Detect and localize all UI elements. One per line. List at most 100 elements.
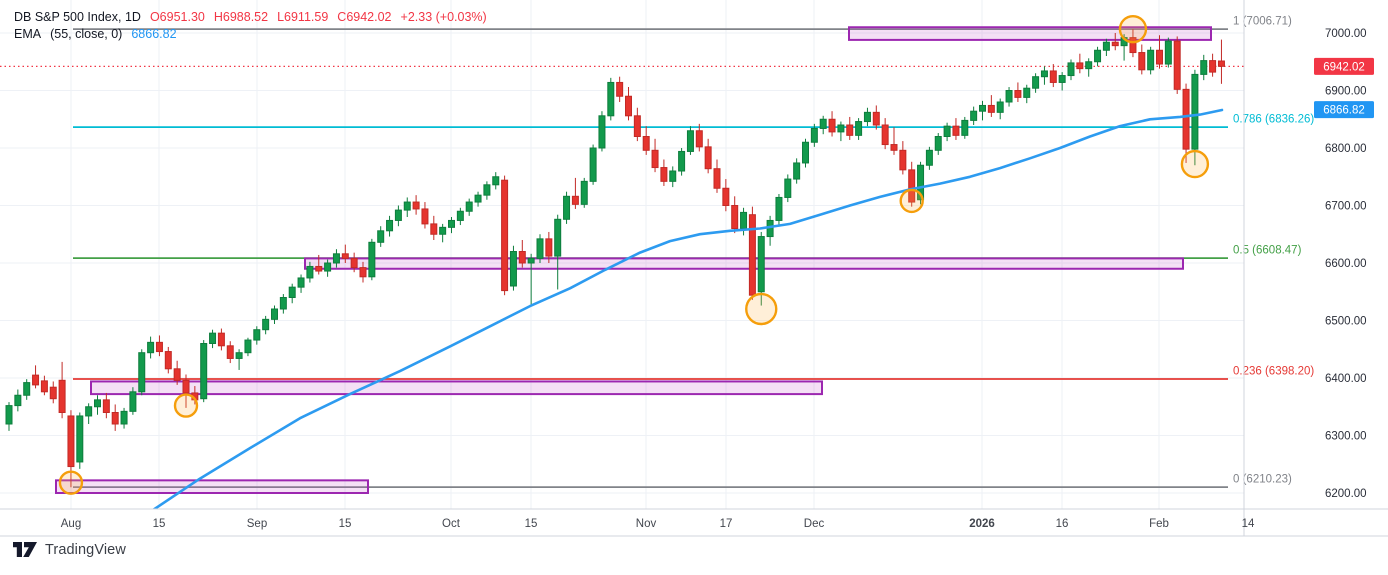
candle-body <box>306 265 314 279</box>
candle-body <box>819 118 827 129</box>
candle-body <box>209 332 217 344</box>
time-tick-label: 15 <box>153 518 166 530</box>
candle-body <box>651 149 659 169</box>
candle-body <box>226 345 234 359</box>
symbol-title[interactable]: DB S&P 500 Index, 1D <box>14 10 141 24</box>
candle-body <box>279 297 287 310</box>
candle-body <box>23 382 31 396</box>
candle-body <box>722 187 730 206</box>
candle-body <box>155 341 163 353</box>
candle-body <box>32 374 40 386</box>
candle-body <box>1032 76 1040 89</box>
ema-indicator-label[interactable]: EMA <box>14 27 42 41</box>
time-tick-label: Sep <box>247 518 267 530</box>
candle-body <box>571 195 579 205</box>
tradingview-logo[interactable]: TradingView <box>12 541 126 558</box>
candle-body <box>545 238 553 257</box>
candle-body <box>1111 41 1119 47</box>
candle-body <box>1200 60 1208 75</box>
zone-box[interactable] <box>90 380 823 396</box>
ohlc-open: O6951.30 <box>149 10 205 24</box>
circle-markers-layer <box>58 14 1210 495</box>
time-tick-label: Feb <box>1149 518 1169 530</box>
ema-indicator-value: 6866.82 <box>131 27 177 41</box>
candle-body <box>456 210 464 221</box>
candle-body <box>678 150 686 172</box>
candle-body <box>837 124 845 133</box>
candle-body <box>1138 52 1146 71</box>
candle-body <box>1049 70 1057 83</box>
candle-body <box>925 149 933 166</box>
candle-body <box>386 219 394 232</box>
price-tick-label: 6400.00 <box>1325 373 1367 385</box>
candle-body <box>5 405 13 425</box>
price-tick-label: 6200.00 <box>1325 488 1367 500</box>
time-axis[interactable]: Aug 15 Sep 15 Oct 15 Nov 17 Dec 2026 16 Feb 14 <box>0 508 1388 537</box>
candle-body <box>58 379 66 413</box>
candle-body <box>359 267 367 278</box>
candle-body <box>1076 62 1084 70</box>
svg-text:6866.82: 6866.82 <box>1323 105 1365 117</box>
candle-body <box>76 415 84 463</box>
price-tick-label: 6900.00 <box>1325 86 1367 98</box>
candle-body <box>633 115 641 138</box>
time-tick-label: Dec <box>804 518 825 530</box>
time-tick-label: Aug <box>61 518 81 530</box>
candle-body <box>1173 40 1181 90</box>
svg-text:6942.02: 6942.02 <box>1323 61 1365 73</box>
candle-body <box>164 351 172 370</box>
price-tick-label: 6300.00 <box>1325 431 1367 443</box>
candle-body <box>616 81 624 97</box>
candle-body <box>439 226 447 235</box>
candle-body <box>695 130 703 148</box>
candle-body <box>297 277 305 288</box>
candle-body <box>607 81 615 117</box>
candle-body <box>1164 40 1172 65</box>
circle-marker[interactable] <box>1118 14 1148 44</box>
price-tick-label: 6700.00 <box>1325 201 1367 213</box>
zone-box[interactable] <box>304 257 1184 270</box>
candle-body <box>85 406 93 417</box>
zone-box[interactable] <box>55 479 369 495</box>
circle-marker[interactable] <box>173 393 199 418</box>
zone-box[interactable] <box>848 26 1212 41</box>
candle-body <box>49 386 57 400</box>
candle-body <box>775 196 783 221</box>
circle-marker[interactable] <box>58 470 84 495</box>
fib-level-label: 0.786 (6836.26) <box>1233 114 1314 126</box>
price-tick-label: 7000.00 <box>1325 28 1367 40</box>
time-tick-label: 16 <box>1056 518 1069 530</box>
candle-body <box>67 415 75 468</box>
ema-line <box>152 108 1224 509</box>
candle-body <box>1014 90 1022 98</box>
candle-body <box>129 391 137 412</box>
candle-body <box>863 111 871 123</box>
candle-body <box>430 223 438 235</box>
fib-level-label: 0 (6210.23) <box>1233 474 1292 486</box>
candle-body <box>288 286 296 298</box>
zone-boxes-layer[interactable] <box>55 26 1212 495</box>
fib-level-label: 1 (7006.71) <box>1233 16 1292 28</box>
circle-marker[interactable] <box>745 292 778 326</box>
circle-marker[interactable] <box>899 188 924 214</box>
candle-body <box>660 167 668 182</box>
price-axis[interactable]: 7000.00 6900.00 6800.00 6700.00 6600.00 6500.… <box>1243 0 1374 536</box>
candle-body <box>934 136 942 151</box>
candle-body <box>120 410 128 425</box>
time-tick-label: 15 <box>339 518 352 530</box>
candle-body <box>810 127 818 143</box>
candle-body <box>217 332 225 347</box>
circle-marker[interactable] <box>1180 149 1210 179</box>
candle-body <box>1209 60 1217 73</box>
candle-body <box>102 399 110 414</box>
candle-body <box>563 195 571 220</box>
fib-level-label: 0.5 (6608.47) <box>1233 245 1302 257</box>
price-tick-label: 6800.00 <box>1325 143 1367 155</box>
candles-layer <box>5 29 1225 488</box>
candle-body <box>899 149 907 171</box>
time-tick-label: 17 <box>720 518 733 530</box>
candle-body <box>518 251 526 264</box>
candle-body <box>1217 60 1225 67</box>
candle-body <box>1085 61 1093 70</box>
